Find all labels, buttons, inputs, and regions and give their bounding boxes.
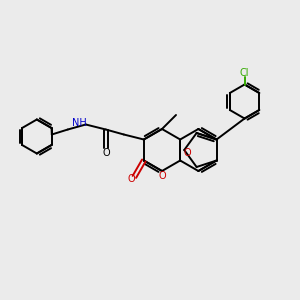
Text: O: O xyxy=(102,148,110,158)
Text: O: O xyxy=(128,174,135,184)
Text: Cl: Cl xyxy=(240,68,249,77)
Text: O: O xyxy=(158,171,166,181)
Text: NH: NH xyxy=(72,118,87,128)
Text: O: O xyxy=(183,148,191,158)
